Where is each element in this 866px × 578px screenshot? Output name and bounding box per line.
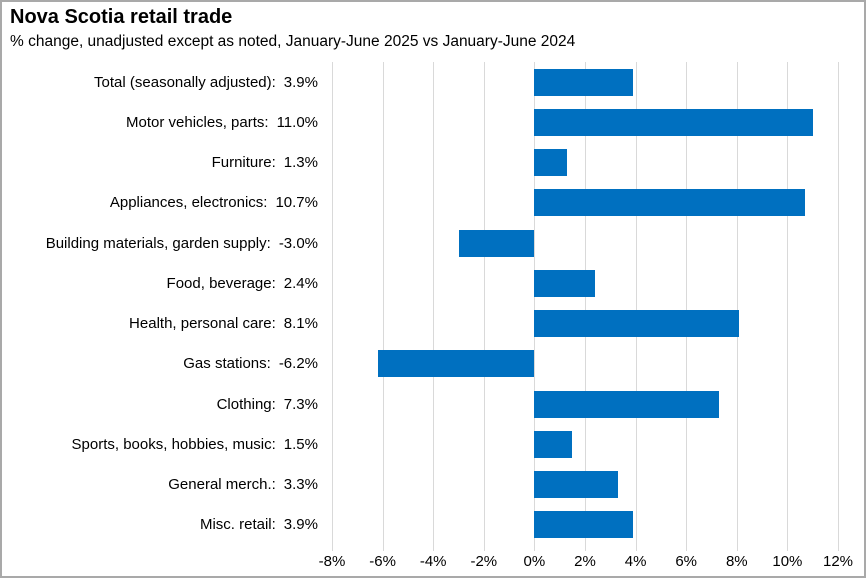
- category-label: Appliances, electronics:: [109, 194, 268, 212]
- x-tick-label: 8%: [725, 553, 748, 570]
- bar: [458, 229, 535, 257]
- x-tick-label: -8%: [318, 553, 346, 570]
- category-row: Motor vehicles, parts: 11.0%: [2, 102, 318, 142]
- category-label: General merch.:: [168, 476, 276, 494]
- plot-area: [332, 62, 839, 551]
- gridline: [483, 62, 485, 551]
- x-tick-label: 10%: [772, 553, 803, 570]
- gridline: [433, 62, 435, 551]
- bar: [534, 189, 806, 217]
- category-label: Gas stations:: [183, 355, 271, 373]
- category-row: Clothing: 7.3%: [2, 384, 318, 424]
- category-row: Appliances, electronics: 10.7%: [2, 183, 318, 223]
- category-value-label: 8.1%: [283, 315, 318, 333]
- gridline: [787, 62, 789, 551]
- category-row: Food, beverage: 2.4%: [2, 263, 318, 303]
- category-label: Furniture:: [211, 154, 276, 172]
- bar: [534, 269, 596, 297]
- category-value-label: -3.0%: [278, 234, 318, 252]
- x-axis: -8% -6% -4% -2% 0% 2% 4% 6% 8% 10% 12%: [319, 553, 853, 573]
- bar: [534, 149, 568, 177]
- category-row: Sports, books, hobbies, music: 1.5%: [2, 424, 318, 464]
- x-tick-label: -2%: [470, 553, 498, 570]
- category-label: Total (seasonally adjusted):: [94, 73, 276, 91]
- gridline: [838, 62, 839, 551]
- category-label: Sports, books, hobbies, music:: [71, 435, 276, 453]
- category-value-label: 11.0%: [276, 113, 318, 131]
- category-label: Motor vehicles, parts:: [126, 113, 269, 131]
- x-tick-label: -4%: [419, 553, 447, 570]
- bar: [377, 350, 535, 378]
- category-row: Building materials, garden supply: -3.0%: [2, 223, 318, 263]
- category-row: Gas stations: -6.2%: [2, 344, 318, 384]
- x-tick-label: 4%: [624, 553, 647, 570]
- category-row: Total (seasonally adjusted): 3.9%: [2, 62, 318, 102]
- category-row: Furniture: 1.3%: [2, 143, 318, 183]
- bar: [534, 430, 573, 458]
- category-value-label: -6.2%: [278, 355, 318, 373]
- category-value-label: 2.4%: [283, 274, 318, 292]
- x-tick-label: 0%: [523, 553, 546, 570]
- x-tick-label: 12%: [822, 553, 854, 570]
- chart-subtitle: % change, unadjusted except as noted, Ja…: [10, 33, 576, 50]
- category-label: Food, beverage:: [166, 274, 276, 292]
- category-label: Building materials, garden supply:: [45, 234, 271, 252]
- category-value-label: 1.5%: [283, 435, 318, 453]
- bar: [534, 390, 720, 418]
- category-label: Misc. retail:: [199, 516, 276, 534]
- bar: [534, 68, 634, 96]
- gridline: [382, 62, 384, 551]
- category-label: Health, personal care:: [129, 315, 276, 333]
- category-row: Health, personal care: 8.1%: [2, 304, 318, 344]
- category-value-label: 3.9%: [283, 516, 318, 534]
- bar: [534, 471, 618, 499]
- gridline: [736, 62, 738, 551]
- gridline: [534, 62, 536, 551]
- category-value-label: 3.9%: [283, 73, 318, 91]
- category-labels: Total (seasonally adjusted): 3.9% Motor ve…: [2, 62, 318, 545]
- category-value-label: 10.7%: [275, 194, 318, 212]
- bar: [534, 310, 740, 338]
- category-row: Misc. retail: 3.9%: [2, 505, 318, 545]
- gridline: [332, 62, 333, 551]
- x-tick-label: -6%: [369, 553, 396, 570]
- x-tick-label: 6%: [675, 553, 698, 570]
- category-row: General merch.: 3.3%: [2, 465, 318, 505]
- gridline: [686, 62, 688, 551]
- bar: [534, 108, 813, 136]
- category-value-label: 1.3%: [283, 154, 318, 172]
- gridline: [585, 62, 586, 551]
- category-value-label: 7.3%: [283, 395, 318, 413]
- category-label: Clothing:: [216, 395, 276, 413]
- category-value-label: 3.3%: [283, 476, 318, 494]
- bar: [534, 511, 634, 539]
- x-tick-label: 2%: [574, 553, 596, 570]
- chart-title: Nova Scotia retail trade: [10, 6, 233, 28]
- gridline: [635, 62, 637, 551]
